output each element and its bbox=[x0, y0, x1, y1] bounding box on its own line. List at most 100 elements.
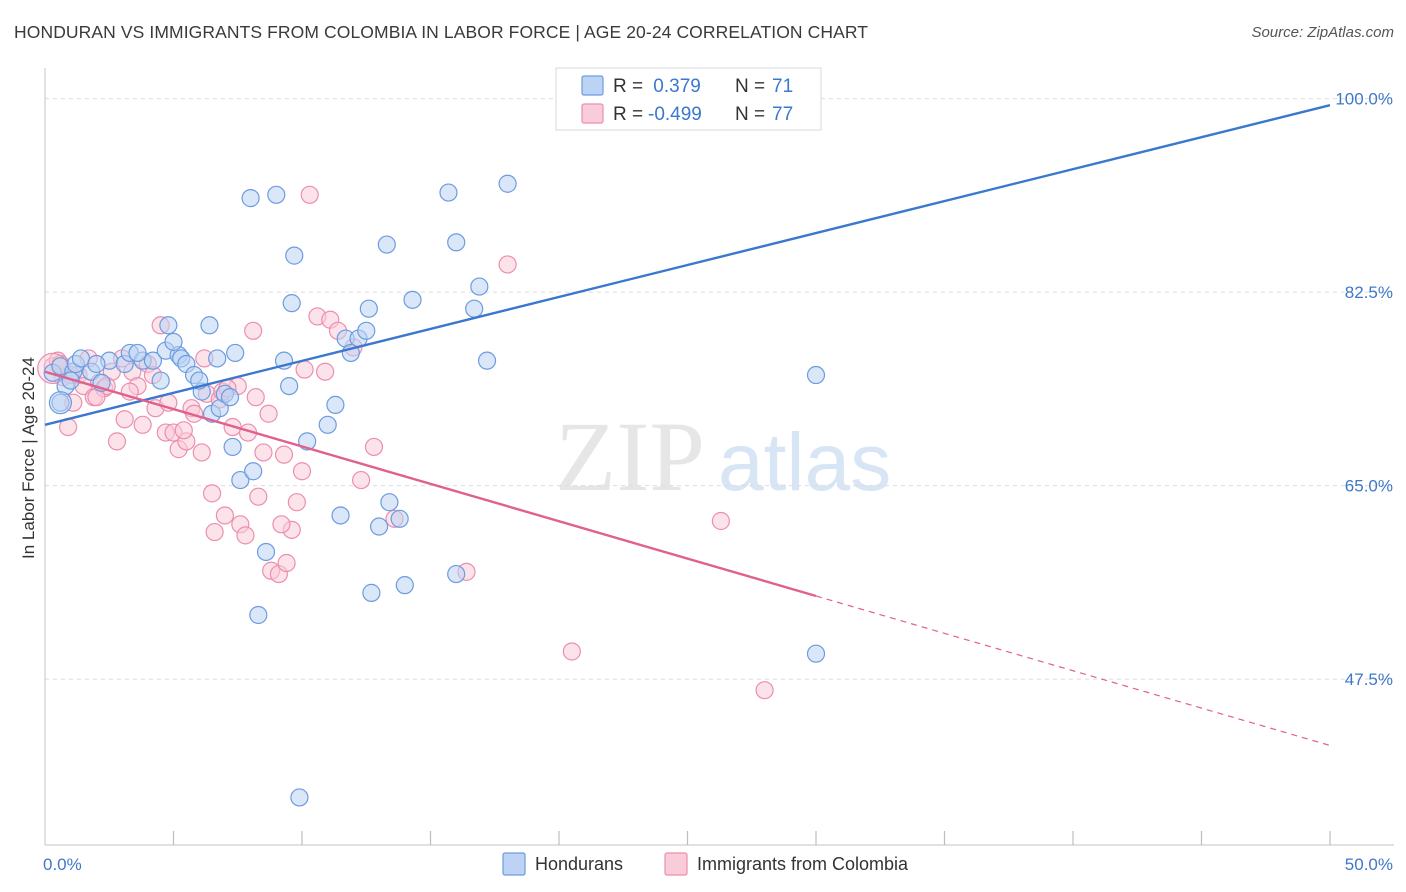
series-legend: Hondurans Immigrants from Colombia bbox=[502, 852, 909, 876]
honduran-point bbox=[470, 277, 489, 296]
colombia-point bbox=[244, 321, 263, 340]
colombia-point bbox=[316, 362, 335, 381]
honduran-point bbox=[164, 332, 183, 351]
legend-swatch-hondurans bbox=[581, 75, 604, 96]
series-legend-swatch-hondurans bbox=[502, 852, 526, 876]
watermark-zip: ZIP bbox=[555, 401, 705, 512]
honduran-point bbox=[498, 174, 517, 193]
x-tick-label: 0.0% bbox=[43, 855, 82, 874]
honduran-point bbox=[256, 542, 276, 562]
x-tick-labels: 0.0% 50.0% bbox=[43, 855, 1393, 874]
colombia-point bbox=[498, 255, 517, 274]
honduran-points bbox=[43, 174, 826, 807]
colombia-point bbox=[174, 421, 193, 440]
y-tick-label: 100.0% bbox=[1335, 90, 1393, 109]
colombia-point bbox=[202, 484, 222, 503]
colombia-point bbox=[259, 404, 278, 423]
colombia-point bbox=[249, 487, 268, 506]
colombia-trend-line bbox=[44, 370, 817, 598]
honduran-point bbox=[331, 506, 350, 525]
colombia-point bbox=[246, 388, 265, 407]
legend-r-value-1: 0.379 bbox=[648, 76, 701, 97]
trend-lines bbox=[44, 104, 1331, 747]
source-credit: Source: ZipAtlas.com bbox=[1251, 24, 1394, 41]
legend-r-label-1: R = bbox=[613, 76, 643, 97]
honduran-point bbox=[285, 246, 304, 265]
honduran-point bbox=[220, 388, 240, 407]
honduran-point bbox=[362, 583, 381, 602]
honduran-point bbox=[143, 351, 163, 370]
honduran-point bbox=[267, 185, 286, 204]
honduran-point bbox=[806, 365, 826, 385]
honduran-point bbox=[241, 189, 260, 208]
colombia-point bbox=[711, 511, 731, 531]
colombia-point bbox=[236, 526, 255, 545]
gridlines bbox=[45, 98, 1392, 680]
series-legend-swatch-colombia bbox=[664, 852, 688, 876]
honduran-point bbox=[226, 343, 245, 363]
stats-legend: R = 0.379 N = 71 R = -0.499 N = 77 bbox=[555, 67, 822, 131]
honduran-point bbox=[87, 354, 106, 374]
honduran-point bbox=[447, 233, 466, 252]
colombia-point bbox=[287, 493, 306, 512]
honduran-trend-line bbox=[44, 104, 1331, 426]
colombia-point bbox=[755, 681, 774, 700]
honduran-point bbox=[318, 415, 337, 434]
colombia-trend-line-extrapolated bbox=[815, 595, 1331, 747]
honduran-cluster-point bbox=[48, 391, 73, 415]
y-axis-title: In Labor Force | Age 20-24 bbox=[19, 357, 38, 559]
legend-n-label-1: N = bbox=[735, 76, 765, 97]
watermark-atlas: atlas bbox=[718, 417, 891, 508]
honduran-point bbox=[244, 462, 263, 481]
honduran-point bbox=[200, 316, 219, 335]
honduran-point bbox=[359, 299, 378, 318]
honduran-point bbox=[465, 299, 484, 318]
legend-n-label-2: N = bbox=[735, 104, 765, 125]
honduran-point bbox=[159, 316, 178, 335]
x-tick-label: 50.0% bbox=[1345, 855, 1393, 874]
colombia-point bbox=[295, 360, 314, 379]
legend-r-label-2: R = bbox=[613, 104, 643, 125]
honduran-point bbox=[403, 290, 422, 309]
series-legend-label-colombia: Immigrants from Colombia bbox=[697, 854, 909, 874]
y-tick-label: 65.0% bbox=[1345, 477, 1393, 496]
honduran-point bbox=[377, 235, 396, 254]
series-legend-label-hondurans: Hondurans bbox=[535, 854, 623, 874]
honduran-point bbox=[370, 517, 389, 536]
colombia-point bbox=[215, 506, 234, 525]
colombia-point bbox=[300, 185, 319, 204]
colombia-point bbox=[107, 432, 127, 451]
honduran-point bbox=[447, 564, 466, 584]
colombia-point bbox=[562, 642, 581, 661]
honduran-point bbox=[280, 376, 299, 396]
y-tick-label: 47.5% bbox=[1345, 670, 1393, 689]
honduran-point bbox=[231, 470, 250, 490]
y-tick-labels: 100.0% 82.5% 65.0% 47.5% bbox=[1335, 90, 1393, 690]
honduran-point bbox=[128, 343, 147, 363]
honduran-point bbox=[223, 437, 242, 457]
colombia-point bbox=[272, 515, 291, 534]
colombia-point bbox=[352, 470, 371, 490]
watermark: ZIP atlas bbox=[555, 401, 891, 512]
honduran-point bbox=[282, 294, 301, 313]
colombia-point bbox=[274, 445, 294, 464]
honduran-point bbox=[326, 395, 345, 414]
honduran-point bbox=[151, 371, 170, 390]
colombia-point bbox=[277, 553, 296, 573]
legend-n-value-1: 71 bbox=[772, 76, 793, 97]
colombia-point bbox=[364, 437, 384, 457]
honduran-point bbox=[806, 644, 826, 663]
honduran-point bbox=[439, 183, 458, 202]
honduran-point bbox=[380, 493, 399, 512]
honduran-point bbox=[249, 605, 268, 625]
legend-r-value-2: -0.499 bbox=[648, 104, 702, 125]
colombia-point bbox=[292, 462, 312, 481]
honduran-point bbox=[395, 576, 414, 595]
colombia-point bbox=[254, 443, 273, 462]
colombia-point bbox=[205, 522, 224, 542]
colombia-point bbox=[192, 443, 211, 462]
honduran-point bbox=[477, 351, 497, 370]
chart-title: HONDURAN VS IMMIGRANTS FROM COLOMBIA IN … bbox=[14, 22, 869, 42]
honduran-point bbox=[290, 788, 309, 807]
